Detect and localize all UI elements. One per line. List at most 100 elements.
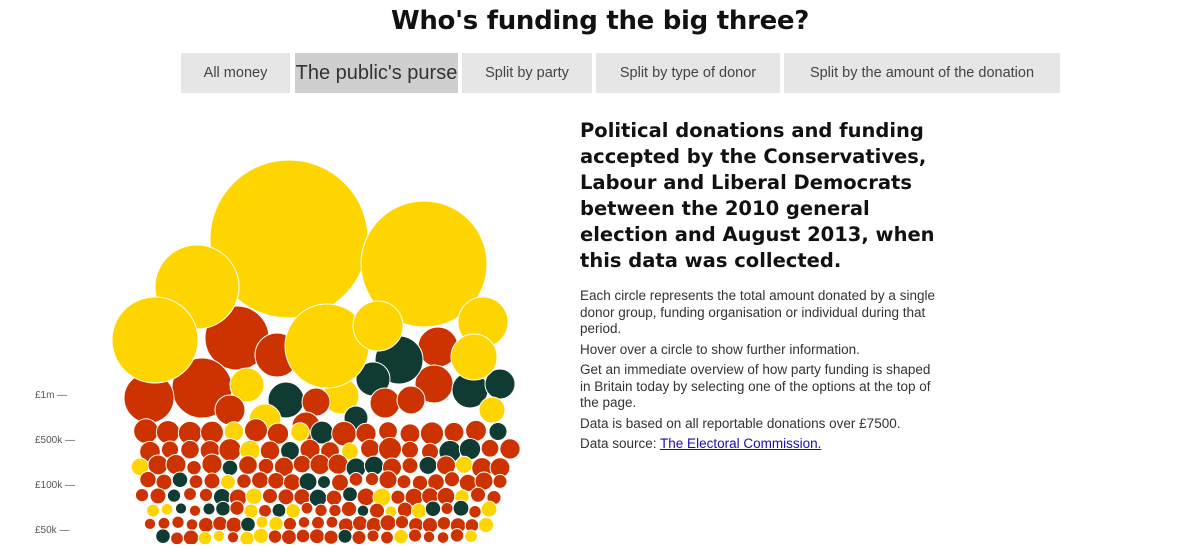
donor-bubble[interactable] [215,500,231,517]
donor-bubble[interactable] [277,488,295,506]
donor-bubble[interactable] [238,455,258,475]
donor-bubble[interactable] [337,528,353,544]
donor-bubble[interactable] [436,531,450,544]
donor-bubble[interactable] [252,527,270,544]
donor-bubble[interactable] [378,470,398,490]
donor-bubble[interactable] [165,453,187,475]
donor-bubble[interactable] [155,528,171,544]
donor-bubble[interactable] [220,474,236,490]
donor-bubble[interactable] [267,471,285,490]
donor-bubble[interactable] [342,486,358,503]
donor-bubble[interactable] [170,531,184,546]
donor-bubble[interactable] [226,531,240,544]
donor-bubble[interactable] [183,487,197,501]
donor-bubble[interactable] [236,473,252,489]
donor-bubble[interactable] [258,503,272,518]
donor-bubble[interactable] [146,503,160,518]
donor-bubble[interactable] [443,421,465,443]
donor-bubble[interactable] [300,501,314,515]
donor-bubble[interactable] [225,516,243,534]
donor-bubble[interactable] [401,457,419,475]
donor-bubble[interactable] [197,516,215,533]
donor-bubble[interactable] [351,530,367,546]
donor-bubble[interactable] [480,500,498,518]
donor-bubble[interactable] [171,471,189,488]
donor-bubble[interactable] [251,471,269,490]
donor-bubble[interactable] [268,516,284,532]
donor-bubble[interactable] [325,515,339,529]
donor-bubble[interactable] [480,438,500,458]
donor-bubble[interactable] [468,505,482,519]
donor-bubble[interactable] [290,422,310,442]
donor-bubble[interactable] [352,515,368,532]
donor-bubble[interactable] [331,420,357,447]
donor-bubble[interactable] [295,528,311,544]
donor-bubble[interactable] [360,200,488,328]
donor-bubble[interactable] [325,489,343,507]
donor-bubble[interactable] [394,514,410,530]
donor-bubble[interactable] [393,528,409,545]
donor-bubble[interactable] [440,502,454,515]
donor-bubble[interactable] [139,470,157,489]
tab-public-purse[interactable]: The public's purse [295,53,458,93]
donor-bubble[interactable] [203,472,221,490]
donor-bubble[interactable] [174,502,188,515]
donor-bubble[interactable] [419,421,445,446]
donor-bubble[interactable] [255,515,269,529]
donor-bubble[interactable] [436,515,452,531]
donor-bubble[interactable] [185,518,199,531]
donor-bubble[interactable] [297,516,311,529]
donor-bubble[interactable] [244,418,268,443]
donor-bubble[interactable] [166,488,182,503]
donor-bubble[interactable] [188,474,204,490]
donor-bubble[interactable] [328,503,342,518]
donor-bubble[interactable] [356,504,370,517]
donor-bubble[interactable] [282,473,302,492]
donor-bubble[interactable] [285,503,301,519]
donor-bubble[interactable] [309,453,331,476]
donor-bubble[interactable] [454,455,474,474]
donor-bubble[interactable] [352,300,404,352]
donor-bubble[interactable] [492,473,508,489]
donor-bubble[interactable] [143,517,157,531]
donor-bubble[interactable] [396,501,414,518]
donor-bubble[interactable] [424,500,442,517]
donor-bubble[interactable] [450,333,498,381]
donor-bubble[interactable] [369,387,401,419]
donor-bubble[interactable] [499,438,521,460]
donor-bubble[interactable] [240,516,256,533]
tab-all-money[interactable]: All money [181,53,290,93]
donor-bubble[interactable] [443,471,461,488]
donor-bubble[interactable] [410,502,428,519]
donor-bubble[interactable] [243,503,259,519]
donor-bubble[interactable] [331,473,349,492]
donor-bubble[interactable] [452,499,470,517]
donor-bubble[interactable] [111,296,199,384]
donor-bubble[interactable] [311,515,325,530]
donor-bubble[interactable] [422,530,436,544]
donor-bubble[interactable] [267,529,283,544]
donor-bubble[interactable] [380,530,394,545]
donor-bubble[interactable] [214,394,246,426]
donor-bubble[interactable] [212,529,226,543]
donor-bubble[interactable] [259,440,281,462]
donor-bubble[interactable] [271,502,287,518]
donor-bubble[interactable] [314,503,328,517]
tab-split-by-donor-type[interactable]: Split by type of donor [596,53,780,93]
donor-bubble[interactable] [201,453,223,475]
donor-bubble[interactable] [360,438,380,459]
donor-bubble[interactable] [182,529,200,546]
donor-bubble[interactable] [418,455,438,475]
donor-bubble[interactable] [396,385,426,415]
donor-bubble[interactable] [218,438,242,462]
donor-bubble[interactable] [399,423,421,445]
donor-bubble[interactable] [198,487,214,503]
donor-bubble[interactable] [327,453,349,475]
donor-bubble[interactable] [157,516,171,530]
donor-bubble[interactable] [186,459,202,476]
donor-bubble[interactable] [229,500,245,516]
donor-bubble[interactable] [180,439,200,460]
donor-bubble[interactable] [239,530,255,547]
donor-bubble[interactable] [155,420,181,445]
donor-bubble[interactable] [261,487,279,505]
